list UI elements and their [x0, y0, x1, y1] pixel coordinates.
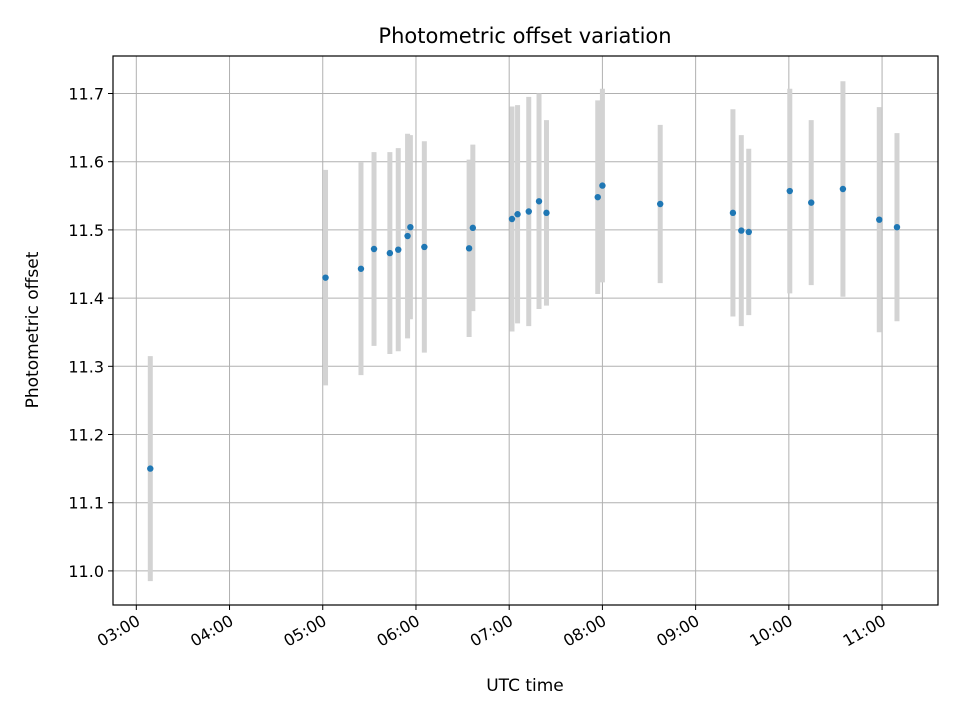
data-point — [514, 211, 521, 218]
data-point — [421, 243, 428, 251]
y-tick-label: 11.3 — [68, 357, 104, 376]
x-tick-label: 03:00 — [94, 611, 143, 651]
data-point — [657, 200, 664, 208]
data-point — [386, 249, 394, 257]
x-tick-label: 07:00 — [467, 611, 516, 651]
x-tick-label: 09:00 — [653, 611, 702, 651]
data-point — [839, 185, 847, 193]
data-point — [738, 227, 745, 234]
plot-frame — [112, 55, 939, 606]
data-point — [786, 187, 793, 195]
data-point — [808, 199, 815, 206]
x-tick-label: 10:00 — [746, 611, 795, 651]
y-tick-label: 11.2 — [68, 426, 104, 445]
x-tick-label: 06:00 — [374, 611, 423, 651]
y-tick-label: 11.7 — [68, 85, 104, 104]
data-point — [729, 209, 737, 217]
y-tick-label: 11.6 — [68, 153, 104, 172]
data-point — [525, 208, 532, 215]
y-tick-label: 11.1 — [68, 494, 104, 513]
data-point — [469, 224, 477, 232]
data-point — [535, 198, 543, 205]
y-tick-label: 11.5 — [68, 221, 104, 240]
x-tick-label: 04:00 — [187, 611, 236, 651]
data-point — [465, 245, 473, 252]
data-point — [395, 246, 402, 253]
x-axis-ticks: 03:00 04:00 05:00 06:00 07:00 08:00 09:00 10:00… — [94, 605, 889, 651]
data-point — [147, 465, 154, 472]
data-point — [407, 223, 414, 231]
y-tick-label: 11.4 — [68, 289, 104, 308]
data-points — [147, 182, 901, 472]
y-axis-label: Photometric offset — [23, 251, 43, 408]
grid-lines — [113, 56, 938, 605]
y-axis-ticks: 11.0 11.1 11.2 11.3 11.4 11.5 11.6 11.7 — [68, 85, 113, 581]
data-point — [745, 228, 752, 236]
data-point — [508, 215, 516, 223]
data-point — [594, 193, 601, 201]
data-point — [357, 265, 365, 272]
x-tick-label: 11:00 — [840, 611, 889, 651]
data-point — [893, 223, 901, 231]
chart-title: Photometric offset variation — [378, 24, 671, 48]
x-tick-label: 08:00 — [560, 611, 609, 651]
data-point — [322, 274, 329, 281]
data-point — [370, 245, 378, 253]
data-point — [404, 232, 411, 240]
data-point — [876, 216, 883, 223]
error-bars — [147, 81, 900, 582]
data-point — [599, 182, 606, 189]
y-tick-label: 11.0 — [68, 562, 104, 581]
data-point — [543, 209, 550, 217]
x-axis-label: UTC time — [486, 676, 564, 696]
x-tick-label: 05:00 — [280, 611, 329, 651]
